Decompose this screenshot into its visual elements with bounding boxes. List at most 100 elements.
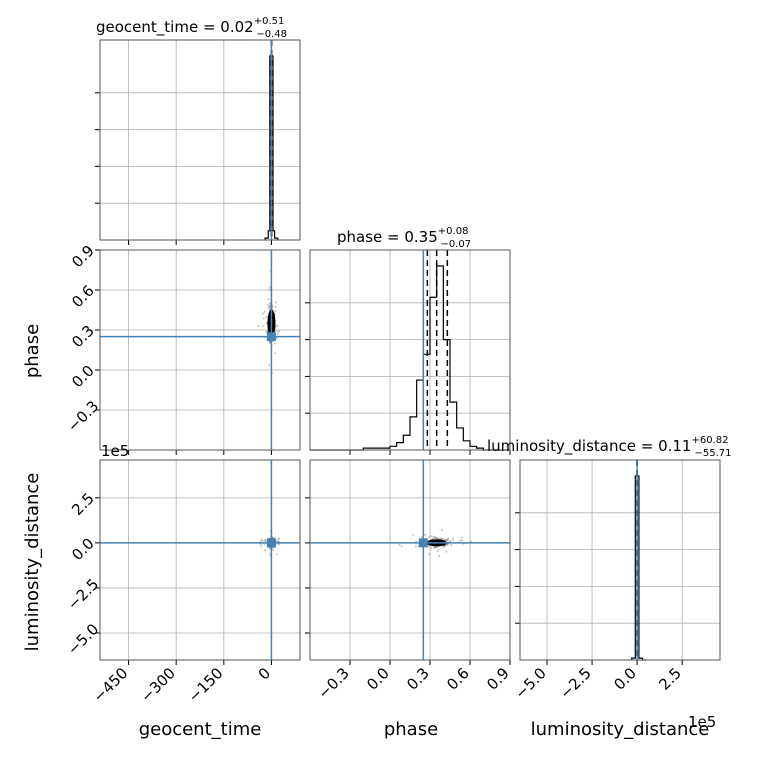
scatter-point (443, 538, 446, 541)
scatter-point (436, 550, 439, 553)
scatter-point (269, 554, 272, 557)
scatter-point (411, 533, 414, 536)
histogram-phase (310, 265, 510, 451)
xtick-label-phase: −0.3 (314, 664, 352, 702)
scatter-point (271, 536, 274, 539)
scatter-point (261, 539, 264, 542)
xlabel-geocent_time: geocent_time (139, 719, 262, 740)
scatter-point (278, 543, 281, 546)
scatter-point (261, 312, 264, 315)
scatter-point (278, 537, 281, 540)
ytick-label-luminosity_distance: −5.0 (64, 620, 102, 658)
scatter-point (273, 342, 276, 345)
title-luminosity_distance: luminosity_distance = 0.11+60.82 −55.71 (487, 435, 732, 459)
xtick-label-geocent_time: −450 (90, 664, 132, 706)
scatter-point (274, 329, 277, 332)
scatter-point (266, 304, 269, 307)
scatter-point (442, 545, 445, 548)
scatter-point (443, 544, 446, 547)
scatter-point (261, 325, 264, 328)
scatter-point (278, 329, 281, 332)
truth-marker (266, 332, 276, 342)
panel-frame (519, 459, 721, 661)
scatter-point (439, 537, 442, 540)
scatter-point (268, 342, 271, 345)
xlabel-luminosity_distance: luminosity_distance (531, 719, 710, 740)
ytick-label-phase: 0.9 (68, 242, 98, 272)
scatter-point (262, 317, 265, 320)
scatter-point (458, 539, 461, 542)
xtick-label-luminosity_distance: −5.0 (511, 664, 549, 702)
scatter-point (433, 537, 436, 540)
scatter-point (441, 546, 444, 549)
panel-frame (309, 249, 511, 451)
panel-bg (310, 460, 510, 660)
scatter-point (274, 352, 277, 355)
scatter-point (434, 536, 437, 539)
scatter-point (275, 539, 278, 542)
scatter-point (268, 306, 271, 309)
scatter-point (269, 289, 272, 292)
xtick-label-luminosity_distance: −2.5 (556, 664, 594, 702)
scatter-point (260, 538, 263, 541)
scatter-point (274, 310, 277, 313)
scatter-point (268, 547, 271, 550)
xtick-label-geocent_time: 0 (255, 664, 274, 683)
scatter-point (447, 538, 450, 541)
panel-bg (520, 460, 720, 660)
ytick-label-luminosity_distance: 0.0 (68, 534, 98, 564)
scatter-point (415, 540, 418, 543)
scatter-point (268, 286, 271, 289)
scatter-point (276, 333, 279, 336)
xtick-label-geocent_time: −150 (185, 664, 227, 706)
scatter-point (275, 337, 278, 340)
panel-phase-phase (305, 249, 511, 455)
scatter-point (266, 330, 269, 333)
offset-text-y: 1e5 (101, 442, 129, 460)
scatter-point (435, 546, 438, 549)
scatter-point (440, 529, 443, 532)
scatter-point (437, 548, 440, 551)
truth-marker (418, 538, 428, 548)
ylabel-luminosity_distance: luminosity_distance (22, 473, 43, 652)
scatter-point (460, 536, 463, 539)
scatter-point (267, 298, 270, 301)
scatter-point (447, 537, 450, 540)
offset-text-x: 1e5 (688, 713, 716, 731)
histogram-luminosity_distance (631, 475, 647, 661)
xtick-label-luminosity_distance: 0.0 (610, 664, 640, 694)
scatter-point (263, 539, 266, 542)
scatter-point (452, 539, 455, 542)
panel-geocent_time-luminosity_distance: −450 −300 −150 0 −5.0 −2.5 0.0 2.5 (64, 459, 301, 706)
scatter-point (432, 536, 435, 539)
scatter-point (274, 305, 277, 308)
panel-bg (100, 250, 300, 450)
scatter-point (265, 321, 268, 324)
xtick-label-phase: 0.0 (363, 664, 393, 694)
ytick-label-luminosity_distance: 2.5 (68, 489, 98, 519)
scatter-point (260, 545, 263, 548)
xtick-label-phase: 0.9 (483, 664, 513, 694)
scatter-point (423, 533, 426, 536)
panel-geocent_time-geocent_time (95, 39, 301, 245)
truth-marker (266, 538, 276, 548)
scatter-point (431, 538, 434, 541)
scatter-point (269, 302, 272, 305)
scatter-point (398, 543, 401, 546)
scatter-point (420, 536, 423, 539)
title-geocent_time: geocent_time = 0.02+0.51 −0.48 (96, 16, 287, 40)
scatter-point (400, 545, 403, 548)
xtick-label-phase: 0.3 (403, 664, 433, 694)
scatter-point (437, 554, 440, 557)
panel-frame (309, 459, 511, 661)
ytick-label-phase: 0.6 (68, 282, 98, 312)
scatter-point (445, 539, 448, 542)
scatter-point (274, 301, 277, 304)
scatter-point (269, 340, 272, 343)
scatter-point (267, 306, 270, 309)
scatter-point (276, 324, 279, 327)
scatter-point (275, 553, 278, 556)
scatter-point (435, 546, 438, 549)
scatter-point (436, 537, 439, 540)
